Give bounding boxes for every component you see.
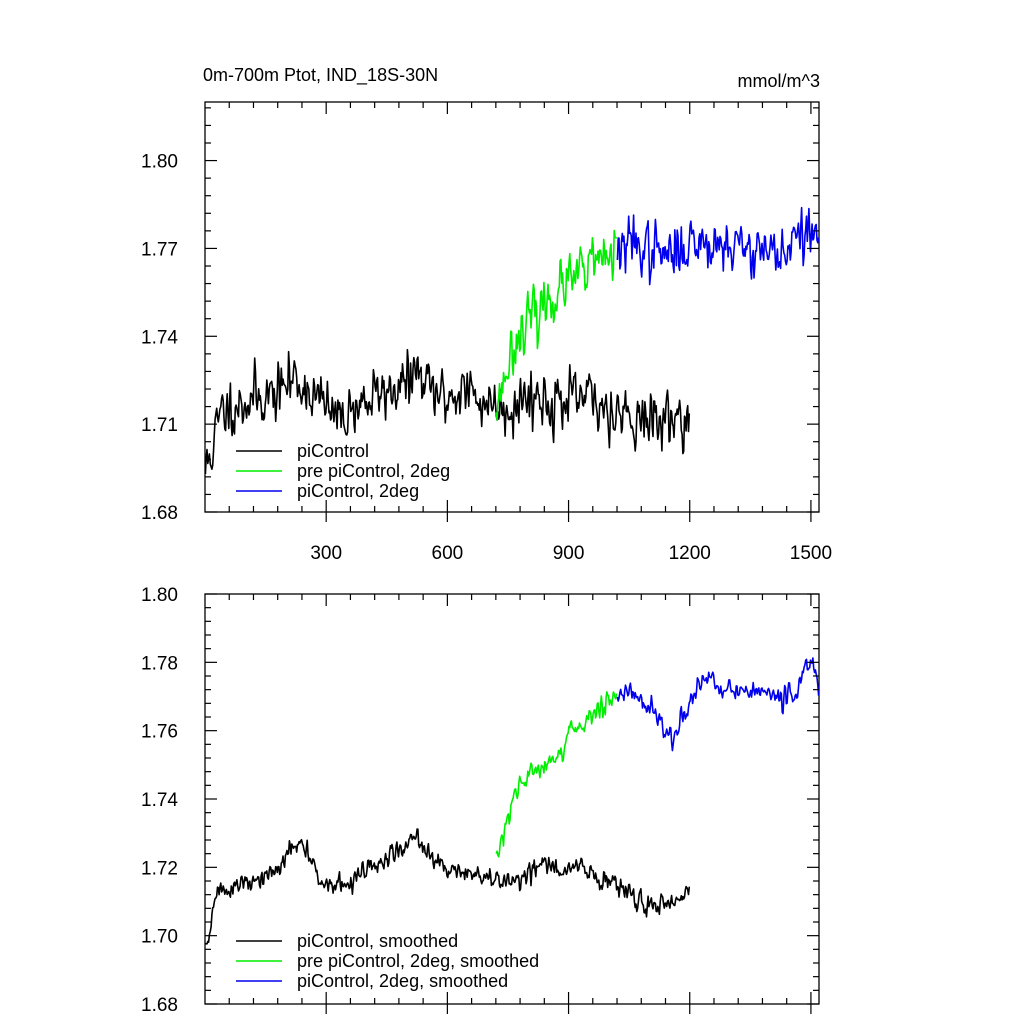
top-plot-area: 1.68 1.71 1.74 1.77 1.80 300 600 900 120… — [141, 101, 832, 564]
top-xtick-1200: 1200 — [669, 543, 711, 564]
legend-label-picontrol: piControl — [297, 441, 369, 461]
bottom-series-layer — [205, 657, 820, 945]
bottom-ticks — [205, 593, 819, 1014]
top-xtick-900: 900 — [553, 543, 585, 564]
bottom-ytick-1-78: 1.78 — [141, 653, 178, 674]
top-xtick-300: 300 — [310, 543, 342, 564]
chart-title: 0m-700m Ptot, IND_18S-30N — [203, 65, 438, 86]
top-series-line-0 — [204, 348, 691, 474]
top-ticks — [205, 102, 819, 522]
legend-label-picontrol-2deg: piControl, 2deg — [297, 481, 419, 501]
legend-label-pre-picontrol-2deg: pre piControl, 2deg — [297, 461, 450, 481]
top-series-layer — [204, 206, 820, 474]
bottom-series-line-2 — [616, 657, 820, 752]
bottom-series-line-0 — [205, 828, 691, 945]
bottom-plot-area: 1.68 1.70 1.72 1.74 1.76 1.78 1.80 — [141, 585, 820, 1016]
top-frame — [204, 101, 820, 513]
bottom-ytick-1-72: 1.72 — [141, 858, 178, 879]
legend-label-pre-picontrol-2deg-smoothed: pre piControl, 2deg, smoothed — [297, 951, 539, 971]
bottom-panel: 1.68 1.70 1.72 1.74 1.76 1.78 1.80 piCon… — [141, 585, 820, 1016]
top-y-tick-labels: 1.68 1.71 1.74 1.77 1.80 — [141, 152, 178, 524]
bottom-ytick-1-80: 1.80 — [141, 585, 178, 606]
top-series-line-1 — [495, 229, 618, 421]
top-x-tick-labels: 300 600 900 1200 1500 — [310, 543, 832, 564]
legend-label-picontrol-2deg-smoothed: piControl, 2deg, smoothed — [297, 971, 508, 991]
top-ytick-1-74: 1.74 — [141, 327, 178, 348]
bottom-series-line-1 — [495, 691, 618, 858]
top-series-line-2 — [616, 206, 820, 286]
top-ytick-1-77: 1.77 — [141, 239, 178, 260]
top-ytick-1-68: 1.68 — [141, 503, 178, 524]
legend-label-picontrol-smoothed: piControl, smoothed — [297, 931, 458, 951]
top-xtick-1500: 1500 — [790, 543, 832, 564]
bottom-ytick-1-74: 1.74 — [141, 790, 178, 811]
bottom-legend: piControl, smoothed pre piControl, 2deg,… — [236, 931, 539, 991]
top-ytick-1-71: 1.71 — [141, 415, 178, 436]
bottom-ytick-1-70: 1.70 — [141, 927, 178, 948]
top-panel: 1.68 1.71 1.74 1.77 1.80 300 600 900 120… — [141, 101, 832, 564]
units-label: mmol/m^3 — [738, 71, 820, 91]
bottom-y-tick-labels: 1.68 1.70 1.72 1.74 1.76 1.78 1.80 — [141, 585, 178, 1016]
bottom-ytick-1-68: 1.68 — [141, 995, 178, 1016]
top-ytick-1-80: 1.80 — [141, 152, 178, 173]
bottom-ytick-1-76: 1.76 — [141, 722, 178, 743]
top-xtick-600: 600 — [432, 543, 464, 564]
top-legend: piControl pre piControl, 2deg piControl,… — [236, 441, 450, 501]
